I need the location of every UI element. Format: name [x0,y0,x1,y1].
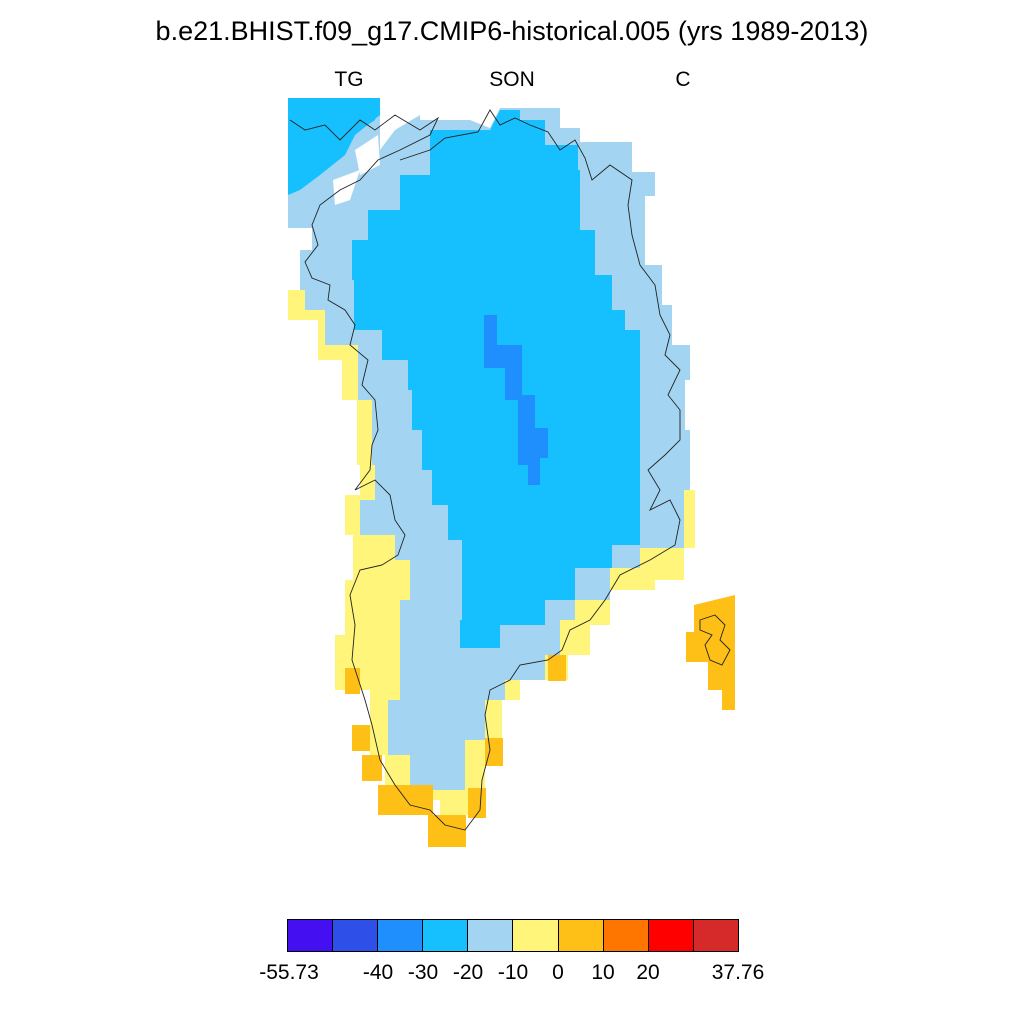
colorbar-label: -55.73 [259,961,319,984]
region-sky-blue [352,110,640,648]
region-yellow [288,290,695,815]
colorbar-label: -30 [407,961,439,984]
region-notch [333,170,360,205]
region-orange [345,595,735,847]
colorbar-box [333,920,379,951]
region-sky-blue [360,98,380,130]
colorbar-label: 10 [591,961,615,984]
colorbar-label: 37.76 [711,961,765,984]
season-label: SON [489,68,535,91]
coastline [289,109,681,831]
variable-label: TG [334,68,364,91]
colorbar-box [423,920,469,951]
region-sky-blue [288,98,380,195]
colorbar-box [513,920,559,951]
colorbar-box [603,920,649,951]
colorbar-label: -40 [362,961,394,984]
region-notch [380,98,420,150]
colorbar-box [558,920,604,951]
colorbar-label: 0 [552,961,564,984]
colorbar-label: -20 [452,961,484,984]
colorbar-box [468,920,514,951]
units-label: C [675,68,691,91]
colorbar-label: 20 [636,961,660,984]
colorbar-box [288,920,334,951]
colorbar [287,919,739,952]
colorbar-box [693,920,738,951]
colorbar-label: -10 [497,961,529,984]
colorbar-box [648,920,694,951]
coastline [699,614,731,666]
region-yellow [368,500,392,530]
colorbar-box [378,920,424,951]
region-medium-blue [484,315,548,485]
plot-title: b.e21.BHIST.f09_g17.CMIP6-historical.005… [155,16,869,46]
